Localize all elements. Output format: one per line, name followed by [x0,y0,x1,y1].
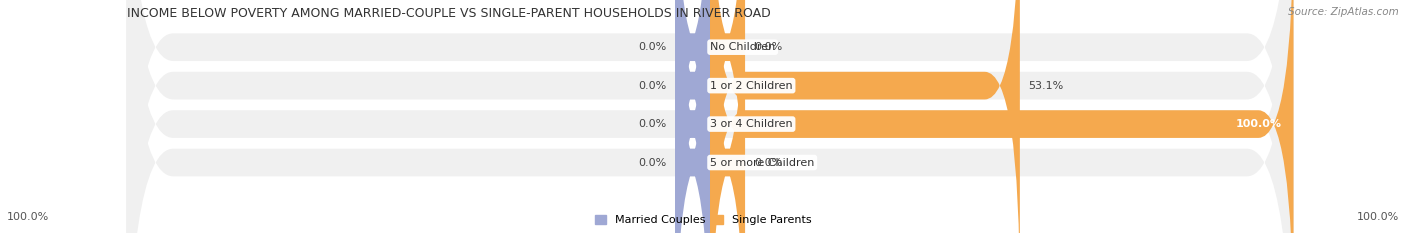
Text: 5 or more Children: 5 or more Children [710,158,814,168]
Text: Source: ZipAtlas.com: Source: ZipAtlas.com [1288,7,1399,17]
FancyBboxPatch shape [675,0,710,233]
FancyBboxPatch shape [127,0,1294,233]
Text: 0.0%: 0.0% [638,158,666,168]
FancyBboxPatch shape [127,0,1294,233]
Text: 0.0%: 0.0% [638,81,666,91]
Legend: Married Couples, Single Parents: Married Couples, Single Parents [595,215,811,225]
FancyBboxPatch shape [710,0,745,233]
FancyBboxPatch shape [675,0,710,233]
FancyBboxPatch shape [127,0,1294,233]
FancyBboxPatch shape [710,0,745,233]
Text: 0.0%: 0.0% [638,42,666,52]
FancyBboxPatch shape [127,0,1294,233]
FancyBboxPatch shape [675,0,710,233]
Text: INCOME BELOW POVERTY AMONG MARRIED-COUPLE VS SINGLE-PARENT HOUSEHOLDS IN RIVER R: INCOME BELOW POVERTY AMONG MARRIED-COUPL… [127,7,770,20]
Text: 3 or 4 Children: 3 or 4 Children [710,119,793,129]
Text: 0.0%: 0.0% [754,42,782,52]
Text: 1 or 2 Children: 1 or 2 Children [710,81,793,91]
Text: 100.0%: 100.0% [1236,119,1282,129]
FancyBboxPatch shape [710,0,1294,233]
Text: 0.0%: 0.0% [754,158,782,168]
Text: 100.0%: 100.0% [1357,212,1399,222]
Text: No Children: No Children [710,42,775,52]
Text: 53.1%: 53.1% [1029,81,1064,91]
Text: 100.0%: 100.0% [7,212,49,222]
Text: 0.0%: 0.0% [638,119,666,129]
FancyBboxPatch shape [710,0,1019,233]
FancyBboxPatch shape [675,0,710,233]
